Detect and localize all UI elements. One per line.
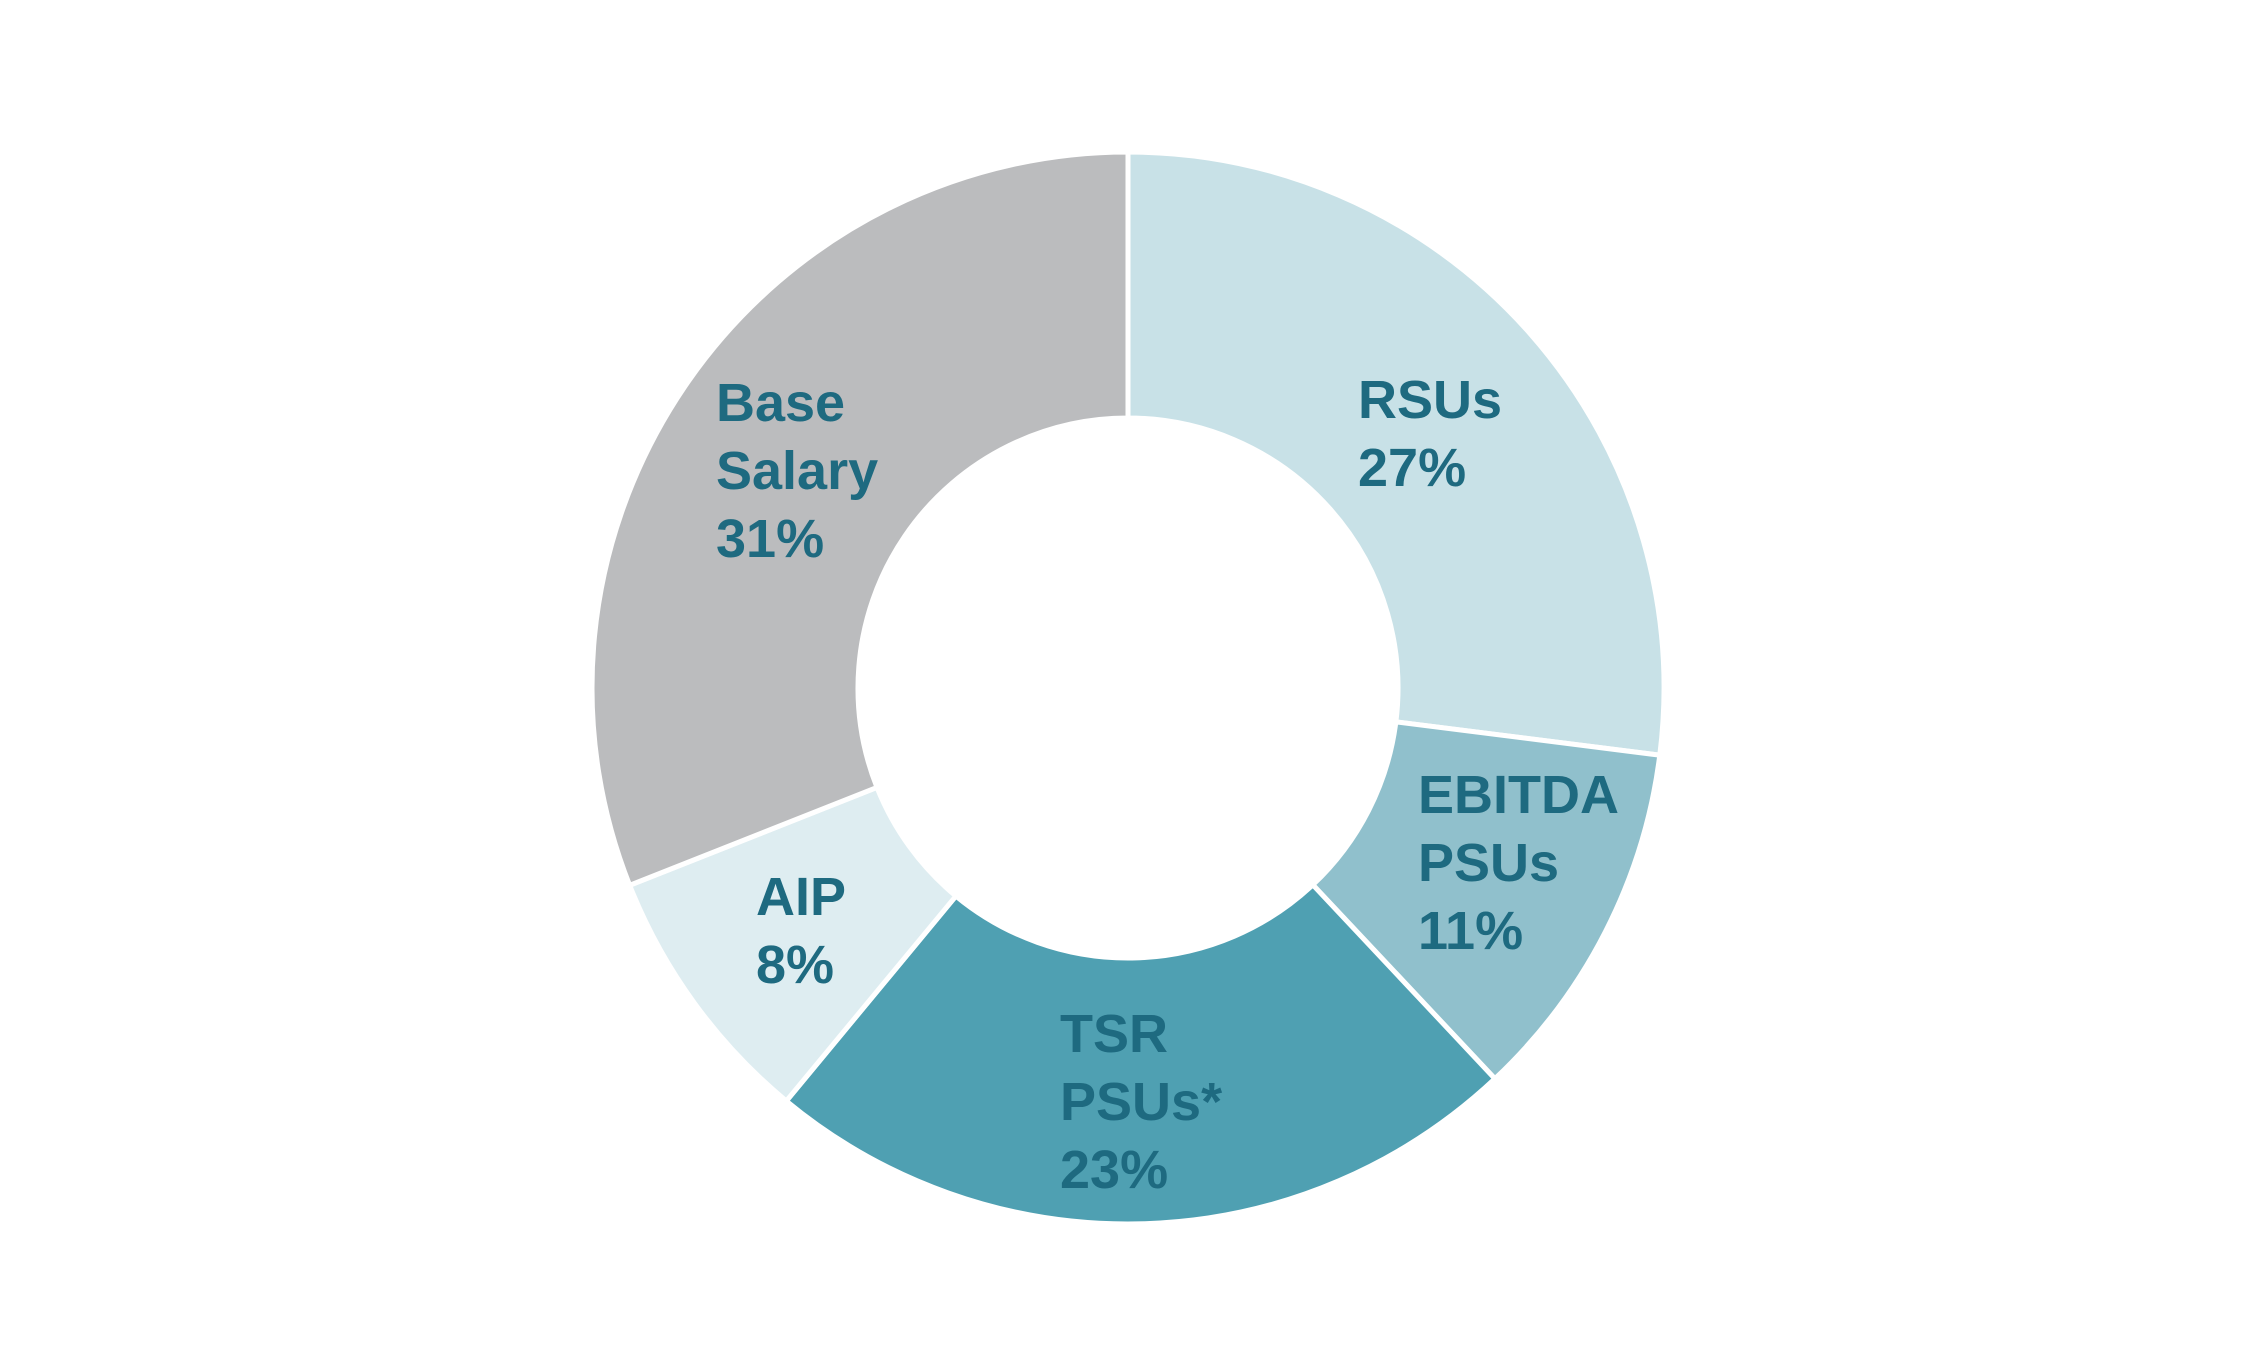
slice-label-tsr-psus: TSR PSUs* 23% bbox=[1060, 1004, 1222, 1200]
slice-label-aip: AIP 8% bbox=[756, 867, 846, 995]
slice-name-line: RSUs bbox=[1358, 370, 1502, 430]
slice-value-label: 31% bbox=[716, 509, 824, 569]
slice-base-salary bbox=[589, 149, 1131, 889]
slice-tsr-psus bbox=[782, 881, 1499, 1227]
donut-slices bbox=[589, 149, 1667, 1227]
slice-value-label: 11% bbox=[1418, 901, 1523, 961]
slice-label-base-salary: Base Salary 31% bbox=[716, 373, 878, 569]
slice-value-label: 23% bbox=[1060, 1140, 1168, 1200]
slice-name-line: PSUs bbox=[1418, 833, 1559, 893]
slice-name-line: TSR bbox=[1060, 1004, 1168, 1064]
slice-ebitda-psus bbox=[1309, 719, 1663, 1083]
slice-name-line: Base bbox=[716, 373, 845, 433]
slice-label-ebitda-psus: EBITDA PSUs 11% bbox=[1418, 765, 1619, 961]
slice-label-rsus: RSUs 27% bbox=[1358, 370, 1502, 498]
slice-value-label: 27% bbox=[1358, 438, 1466, 498]
donut-labels: RSUs 27% EBITDA PSUs 11% TSR PSUs* 23% AIP 8% Base… bbox=[716, 370, 1619, 1200]
slice-name-line: EBITDA bbox=[1418, 765, 1619, 825]
slice-name-line: Salary bbox=[716, 441, 878, 501]
slice-name-line: AIP bbox=[756, 867, 846, 927]
slice-name-line: PSUs* bbox=[1060, 1072, 1222, 1132]
slice-value-label: 8% bbox=[756, 935, 834, 995]
slice-rsus bbox=[1125, 149, 1667, 758]
